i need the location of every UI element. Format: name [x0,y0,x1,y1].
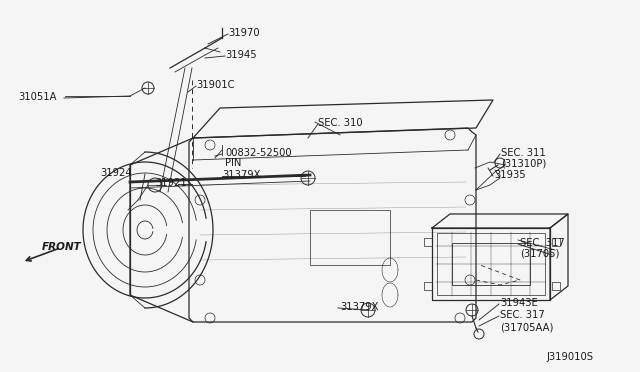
Text: 31943E: 31943E [500,298,538,308]
Text: 31921: 31921 [155,178,187,188]
Text: 31051A: 31051A [18,92,56,102]
Text: 31379X: 31379X [340,302,378,312]
Text: J319010S: J319010S [546,352,593,362]
Text: 31924: 31924 [100,168,132,178]
Text: SEC. 311: SEC. 311 [501,148,546,158]
Text: 31379X: 31379X [222,170,260,180]
Text: SEC. 310: SEC. 310 [318,118,363,128]
Text: SEC. 317: SEC. 317 [500,310,545,320]
Text: (31310P): (31310P) [501,158,547,168]
Text: SEC. 317: SEC. 317 [520,238,564,248]
Text: PIN: PIN [225,158,241,168]
Text: 31935: 31935 [494,170,525,180]
Text: (31705AA): (31705AA) [500,322,554,332]
Text: 31970: 31970 [228,28,260,38]
Text: 31901C: 31901C [196,80,234,90]
Text: FRONT: FRONT [42,242,82,252]
Text: 00832-52500: 00832-52500 [225,148,292,158]
Text: (31705): (31705) [520,248,559,258]
Text: 31945: 31945 [225,50,257,60]
